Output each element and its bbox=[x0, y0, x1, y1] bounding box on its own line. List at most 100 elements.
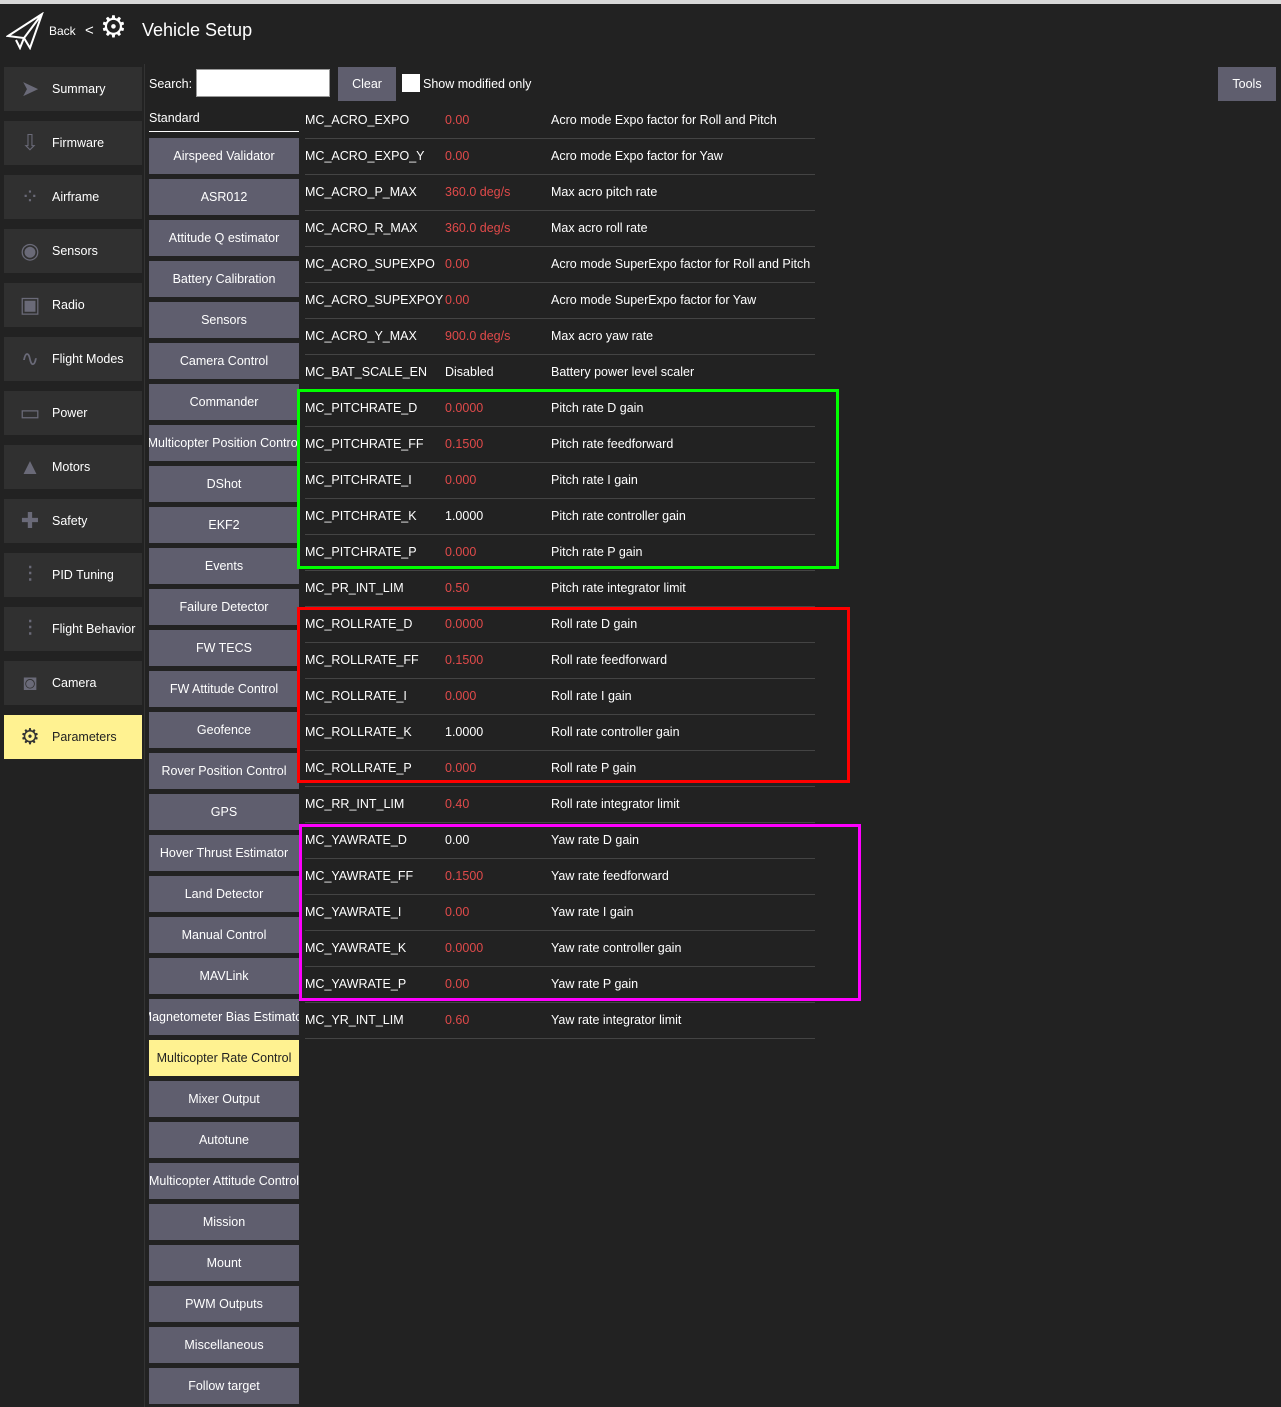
parameter-row[interactable]: MC_YAWRATE_D 0.00 Yaw rate D gain bbox=[305, 822, 815, 859]
group-button[interactable]: DShot bbox=[149, 466, 299, 502]
category-standard[interactable]: Standard bbox=[149, 111, 200, 125]
back-button[interactable]: Back bbox=[49, 24, 76, 38]
parameter-row[interactable]: MC_YAWRATE_K 0.0000 Yaw rate controller ga… bbox=[305, 930, 815, 967]
sidebar-item-label: Motors bbox=[52, 460, 91, 474]
paper-plane-logo-icon[interactable] bbox=[6, 12, 44, 50]
param-description: Max acro roll rate bbox=[551, 221, 648, 235]
group-button[interactable]: Manual Control bbox=[149, 917, 299, 953]
parameter-row[interactable]: MC_PITCHRATE_FF 0.1500 Pitch rate feedforw… bbox=[305, 426, 815, 463]
param-name: MC_YAWRATE_K bbox=[305, 941, 407, 955]
group-button[interactable]: FW Attitude Control bbox=[149, 671, 299, 707]
parameter-row[interactable]: MC_ROLLRATE_FF 0.1500 Roll rate feedforwar… bbox=[305, 642, 815, 679]
group-button[interactable]: Commander bbox=[149, 384, 299, 420]
sidebar-item-flight-behavior[interactable]: ⫶ Flight Behavior bbox=[4, 607, 142, 651]
sidebar-item-motors[interactable]: ▲ Motors bbox=[4, 445, 142, 489]
group-button[interactable]: EKF2 bbox=[149, 507, 299, 543]
group-button[interactable]: Miscellaneous bbox=[149, 1327, 299, 1363]
parameter-row[interactable]: MC_ROLLRATE_D 0.0000 Roll rate D gain bbox=[305, 606, 815, 643]
group-button[interactable]: Mount bbox=[149, 1245, 299, 1281]
parameter-row[interactable]: MC_YAWRATE_I 0.00 Yaw rate I gain bbox=[305, 894, 815, 931]
motors-icon: ▲ bbox=[19, 454, 41, 479]
parameter-row[interactable]: MC_ROLLRATE_P 0.000 Roll rate P gain bbox=[305, 750, 815, 787]
sidebar-item-flight-modes[interactable]: ∿ Flight Modes bbox=[4, 337, 142, 381]
param-name: MC_ACRO_EXPO_Y bbox=[305, 149, 425, 163]
group-button[interactable]: Geofence bbox=[149, 712, 299, 748]
param-description: Yaw rate integrator limit bbox=[551, 1013, 682, 1027]
group-button[interactable]: GPS bbox=[149, 794, 299, 830]
group-button[interactable]: Attitude Q estimator bbox=[149, 220, 299, 256]
group-button[interactable]: ASR012 bbox=[149, 179, 299, 215]
group-button[interactable]: Multicopter Rate Control bbox=[149, 1040, 299, 1076]
sidebar-item-radio[interactable]: ▣ Radio bbox=[4, 283, 142, 327]
radio-icon: ▣ bbox=[19, 292, 41, 317]
parameter-row[interactable]: MC_ACRO_P_MAX 360.0 deg/s Max acro pitch r… bbox=[305, 174, 815, 211]
parameter-row[interactable]: MC_YR_INT_LIM 0.60 Yaw rate integrator lim… bbox=[305, 1002, 815, 1039]
group-button[interactable]: Autotune bbox=[149, 1122, 299, 1158]
parameter-row[interactable]: MC_ACRO_SUPEXPO 0.00 Acro mode SuperExpo f… bbox=[305, 246, 815, 283]
sidebar-item-summary[interactable]: ➤ Summary bbox=[4, 67, 142, 111]
sidebar-item-airframe[interactable]: ⁘ Airframe bbox=[4, 175, 142, 219]
sidebar-item-label: Sensors bbox=[52, 244, 98, 258]
sidebar-item-firmware[interactable]: ⇩ Firmware bbox=[4, 121, 142, 165]
sidebar-item-label: Flight Modes bbox=[52, 352, 124, 366]
parameter-row[interactable]: MC_PITCHRATE_K 1.0000 Pitch rate controlle… bbox=[305, 498, 815, 535]
group-button[interactable]: Land Detector bbox=[149, 876, 299, 912]
clear-button[interactable]: Clear bbox=[338, 67, 396, 101]
group-button[interactable]: Hover Thrust Estimator bbox=[149, 835, 299, 871]
parameter-row[interactable]: MC_ROLLRATE_K 1.0000 Roll rate controller … bbox=[305, 714, 815, 751]
param-name: MC_ACRO_R_MAX bbox=[305, 221, 418, 235]
parameter-row[interactable]: MC_RR_INT_LIM 0.40 Roll rate integrator li… bbox=[305, 786, 815, 823]
param-name: MC_ROLLRATE_K bbox=[305, 725, 412, 739]
group-button[interactable]: Multicopter Position Control bbox=[149, 425, 299, 461]
group-button[interactable]: Airspeed Validator bbox=[149, 138, 299, 174]
param-value: 0.1500 bbox=[445, 437, 484, 451]
sidebar-item-safety[interactable]: ✚ Safety bbox=[4, 499, 142, 543]
group-button[interactable]: Mission bbox=[149, 1204, 299, 1240]
parameter-row[interactable]: MC_PR_INT_LIM 0.50 Pitch rate integrator l… bbox=[305, 570, 815, 607]
param-value: Disabled bbox=[445, 365, 494, 379]
group-button[interactable]: FW TECS bbox=[149, 630, 299, 666]
group-button[interactable]: Camera Control bbox=[149, 343, 299, 379]
group-button[interactable]: Failure Detector bbox=[149, 589, 299, 625]
tools-button[interactable]: Tools bbox=[1218, 67, 1276, 101]
parameter-row[interactable]: MC_PITCHRATE_D 0.0000 Pitch rate D gain bbox=[305, 390, 815, 427]
group-button[interactable]: PWM Outputs bbox=[149, 1286, 299, 1322]
param-value: 0.00 bbox=[445, 977, 470, 991]
parameter-row[interactable]: MC_ACRO_Y_MAX 900.0 deg/s Max acro yaw rat… bbox=[305, 318, 815, 355]
parameter-row[interactable]: MC_ACRO_R_MAX 360.0 deg/s Max acro roll ra… bbox=[305, 210, 815, 247]
group-button[interactable]: Multicopter Attitude Control bbox=[149, 1163, 299, 1199]
show-modified-label[interactable]: Show modified only bbox=[423, 77, 532, 91]
show-modified-checkbox[interactable] bbox=[402, 74, 420, 92]
download-icon: ⇩ bbox=[20, 130, 40, 155]
group-button[interactable]: Rover Position Control bbox=[149, 753, 299, 789]
parameter-row[interactable]: MC_YAWRATE_P 0.00 Yaw rate P gain bbox=[305, 966, 815, 1003]
param-description: Battery power level scaler bbox=[551, 365, 695, 379]
param-description: Acro mode Expo factor for Yaw bbox=[551, 149, 723, 163]
search-input[interactable] bbox=[196, 69, 330, 97]
group-button[interactable]: Events bbox=[149, 548, 299, 584]
sidebar-item-parameters[interactable]: ⚙ Parameters bbox=[4, 715, 142, 759]
param-name: MC_YAWRATE_I bbox=[305, 905, 402, 919]
sidebar-item-power[interactable]: ▭ Power bbox=[4, 391, 142, 435]
sidebar-item-pid-tuning[interactable]: ⫶ PID Tuning bbox=[4, 553, 142, 597]
parameter-row[interactable]: MC_PITCHRATE_P 0.000 Pitch rate P gain bbox=[305, 534, 815, 571]
sidebar-item-camera[interactable]: ◙ Camera bbox=[4, 661, 142, 705]
parameter-row[interactable]: MC_ROLLRATE_I 0.000 Roll rate I gain bbox=[305, 678, 815, 715]
sidebar-item-sensors[interactable]: ◉ Sensors bbox=[4, 229, 142, 273]
parameter-row[interactable]: MC_ACRO_SUPEXPOY 0.00 Acro mode SuperExpo … bbox=[305, 282, 815, 319]
parameter-row[interactable]: MC_ACRO_EXPO_Y 0.00 Acro mode Expo factor … bbox=[305, 138, 815, 175]
parameter-row[interactable]: MC_ACRO_EXPO 0.00 Acro mode Expo factor fo… bbox=[305, 102, 815, 139]
parameter-row[interactable]: MC_BAT_SCALE_EN Disabled Battery power lev… bbox=[305, 354, 815, 391]
parameter-row[interactable]: MC_PITCHRATE_I 0.000 Pitch rate I gain bbox=[305, 462, 815, 499]
group-button[interactable]: Sensors bbox=[149, 302, 299, 338]
group-button[interactable]: Follow target bbox=[149, 1368, 299, 1404]
group-button[interactable]: Magnetometer Bias Estimator bbox=[149, 999, 299, 1035]
param-value: 0.00 bbox=[445, 149, 470, 163]
group-button[interactable]: Mixer Output bbox=[149, 1081, 299, 1117]
group-button[interactable]: Battery Calibration bbox=[149, 261, 299, 297]
param-description: Roll rate P gain bbox=[551, 761, 637, 775]
param-value: 0.0000 bbox=[445, 617, 484, 631]
group-button[interactable]: MAVLink bbox=[149, 958, 299, 994]
param-value: 360.0 deg/s bbox=[445, 221, 511, 235]
parameter-row[interactable]: MC_YAWRATE_FF 0.1500 Yaw rate feedforward bbox=[305, 858, 815, 895]
